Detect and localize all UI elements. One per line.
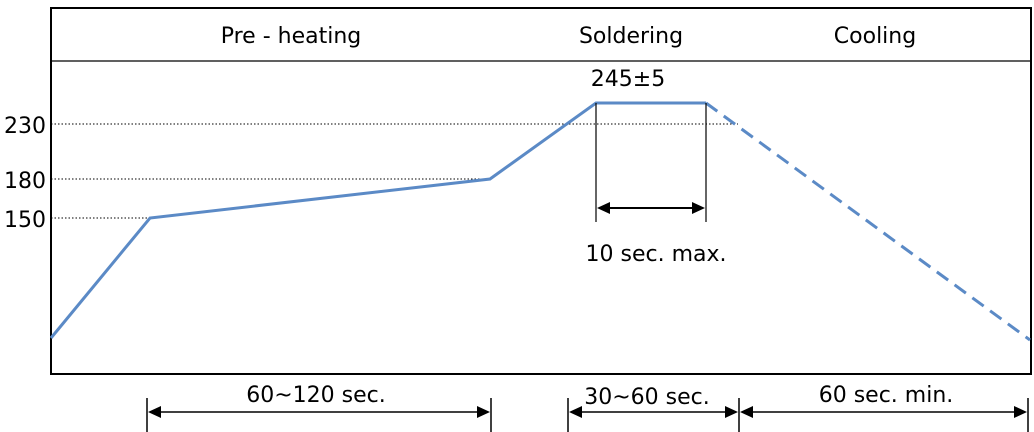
y-label-180: 180	[4, 169, 46, 194]
duration-soldering: 30~60 sec.	[584, 385, 710, 410]
cool-arrow-left	[740, 406, 753, 418]
solder-arrow-left	[569, 406, 582, 418]
y-label-150: 150	[4, 208, 46, 233]
dwell-arrow-left	[597, 202, 610, 214]
cool-arrow-right	[1014, 406, 1027, 418]
temperature-profile-solid	[49, 101, 706, 339]
phase-soldering-label: Soldering	[579, 24, 683, 49]
preheat-arrow-right	[477, 406, 490, 418]
duration-cooling: 60 sec. min.	[819, 383, 954, 408]
phase-preheating-label: Pre - heating	[221, 24, 362, 49]
y-label-230: 230	[4, 114, 46, 139]
peak-label: 245±5	[591, 67, 665, 92]
duration-preheating: 60~120 sec.	[246, 383, 386, 408]
temperature-profile-cooling	[705, 101, 1031, 342]
dwell-arrow-right	[692, 202, 705, 214]
dwell-label: 10 sec. max.	[586, 242, 727, 267]
chart-frame	[50, 7, 1032, 375]
solder-arrow-right	[725, 406, 738, 418]
preheat-arrow-left	[148, 406, 161, 418]
phase-cooling-label: Cooling	[834, 24, 916, 49]
